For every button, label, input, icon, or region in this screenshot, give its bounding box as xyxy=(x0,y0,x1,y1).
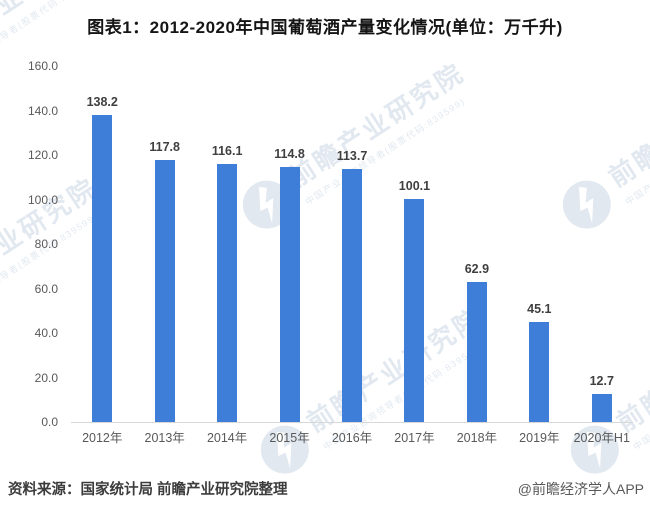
watermark-brand: 前瞻产业研究院 xyxy=(301,302,488,438)
qianzhan-logo-icon xyxy=(570,425,619,474)
x-axis-line xyxy=(71,422,633,423)
bar-value-label: 114.8 xyxy=(274,146,305,161)
x-tick-label: 2017年 xyxy=(394,431,435,445)
x-tick-label: 2012年 xyxy=(82,431,123,445)
bar xyxy=(342,169,362,422)
bar-value-label: 62.9 xyxy=(464,262,490,277)
y-tick-label: 0.0 xyxy=(41,415,58,429)
watermark-text: 前瞻产业研究院中国产业咨询领导者(股票代码:839599) xyxy=(281,53,480,208)
watermark-text: 前瞻产业研究院中国产业咨询领导者(股票代码:839599) xyxy=(601,53,650,208)
bar-value-label: 12.7 xyxy=(589,373,614,388)
bar xyxy=(279,166,300,422)
y-tick-label: 100.0 xyxy=(27,192,58,207)
bar xyxy=(217,163,238,422)
bar xyxy=(154,159,175,422)
bar xyxy=(92,114,113,422)
x-tick-label: 2015年 xyxy=(269,431,310,445)
watermark-brand: 前瞻产业研究院 xyxy=(603,57,650,193)
bar-value-label: 45.1 xyxy=(527,301,552,316)
brand-watermark: 前瞻产业研究院中国产业咨询领导者(股票代码:839599) xyxy=(560,298,650,485)
bar-value-label: 117.8 xyxy=(149,139,180,154)
bar-value-label: 100.1 xyxy=(398,179,431,194)
qianzhan-logo-icon xyxy=(260,425,309,474)
x-tick-label: 2019年 xyxy=(519,431,560,445)
credit-note: @前瞻经济学人APP xyxy=(517,481,644,497)
y-tick-label: 120.0 xyxy=(27,148,58,162)
bar xyxy=(591,393,612,422)
x-tick-label: 2020年H1 xyxy=(573,431,630,445)
x-tick-label: 2016年 xyxy=(331,431,373,445)
source-note: 资料来源：国家统计局 前瞻产业研究院整理 xyxy=(8,482,288,498)
bar xyxy=(466,282,487,422)
y-tick-label: 20.0 xyxy=(34,370,58,385)
y-tick-label: 80.0 xyxy=(34,237,58,251)
y-tick-label: 140.0 xyxy=(27,103,58,118)
brand-watermark: 前瞻产业研究院中国产业咨询领导者(股票代码:839599) xyxy=(552,53,650,240)
y-tick-label: 60.0 xyxy=(34,281,58,296)
watermark-tagline: 中国产业咨询领导者(股票代码:839599) xyxy=(623,95,650,208)
x-tick-label: 2014年 xyxy=(206,431,248,445)
watermark-brand: 前瞻产业研究院 xyxy=(611,302,650,438)
x-tick-label: 2013年 xyxy=(144,431,185,445)
watermark-brand: 前瞻产业研究院 xyxy=(283,57,470,193)
qianzhan-logo-icon xyxy=(562,180,611,229)
bar-value-label: 138.2 xyxy=(86,94,118,109)
bar-value-label: 116.1 xyxy=(211,143,243,158)
bar-value-label: 113.7 xyxy=(336,149,368,164)
y-tick-label: 160.0 xyxy=(27,59,58,73)
y-tick-label: 40.0 xyxy=(34,326,58,340)
bar xyxy=(529,321,550,422)
bar xyxy=(404,199,425,422)
chart-title: 图表1：2012-2020年中国葡萄酒产量变化情况(单位：万千升) xyxy=(87,18,563,37)
x-tick-label: 2018年 xyxy=(456,431,498,445)
